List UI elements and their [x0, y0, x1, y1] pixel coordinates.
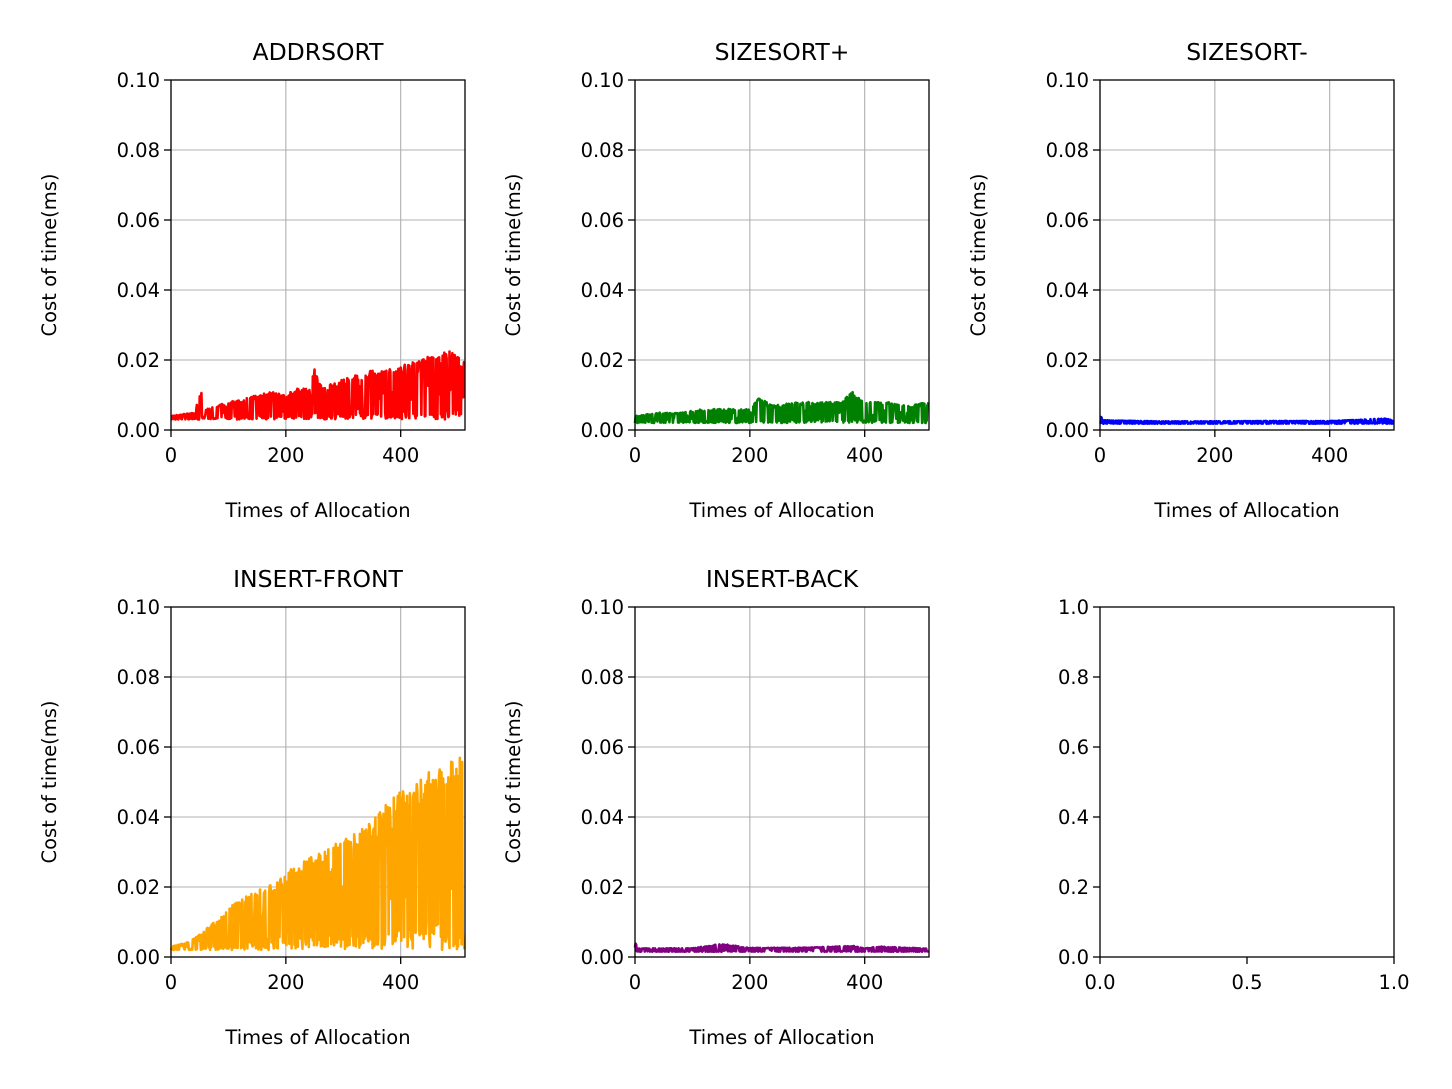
x-tick-label: 200 — [1196, 444, 1233, 467]
y-tick-label: 0.06 — [581, 209, 624, 232]
x-tick-label: 400 — [382, 971, 419, 994]
y-tick-label: 0.08 — [117, 139, 160, 162]
subplot-6: 0.0 0.5 1.0 0.0 0.2 0.4 0.6 0.8 1.0 — [1058, 596, 1410, 994]
x-tick-label: 200 — [267, 971, 304, 994]
y-tick-label: 0.08 — [1046, 139, 1089, 162]
series-line-1 — [170, 350, 466, 421]
series-line-4 — [169, 756, 466, 952]
y-axis-label: Cost of time(ms) — [502, 701, 525, 864]
plot-frame — [1099, 79, 1395, 431]
y-tick-label: 0.08 — [117, 666, 160, 689]
y-tick-label: 0.06 — [1046, 209, 1089, 232]
y-tick-label: 0.06 — [117, 736, 160, 759]
plot-frame — [170, 606, 466, 958]
y-tick-label: 0.00 — [117, 946, 160, 969]
x-tick-label: 400 — [1311, 444, 1348, 467]
y-tick-label: 0.10 — [117, 69, 160, 92]
y-tick-label: 0.02 — [117, 876, 160, 899]
y-tick-label: 0.02 — [1046, 349, 1089, 372]
plot-frame — [170, 79, 466, 431]
plot-frame — [1099, 606, 1395, 958]
subplot-title: SIZESORT+ — [715, 38, 850, 66]
x-tick-label: 0.0 — [1084, 971, 1115, 994]
y-tick-label: 1.0 — [1058, 596, 1089, 619]
plot-frame — [634, 606, 930, 958]
y-axis-label: Cost of time(ms) — [38, 701, 61, 864]
subplot-5: 0 200 400 0.00 0.02 0.04 0.06 0.08 0.10 INSERT-BA… — [502, 565, 930, 1049]
x-axis-label: Times of Allocation — [688, 499, 874, 522]
y-tick-label: 0.02 — [581, 876, 624, 899]
y-tick-label: 0.08 — [581, 666, 624, 689]
y-tick-label: 0.04 — [581, 279, 624, 302]
y-tick-label: 0.10 — [581, 596, 624, 619]
x-tick-label: 0 — [1094, 444, 1106, 467]
y-tick-label: 0.10 — [1046, 69, 1089, 92]
y-tick-label: 0.00 — [1046, 419, 1089, 442]
subplot-4: 0 200 400 0.00 0.02 0.04 0.06 0.08 0.10 INSERT-FR… — [38, 565, 466, 1049]
y-tick-label: 0.04 — [117, 806, 160, 829]
y-tick-label: 0.04 — [1046, 279, 1089, 302]
plot-frame — [634, 79, 930, 431]
series-line-3 — [1099, 415, 1395, 425]
y-tick-label: 0.4 — [1058, 806, 1089, 829]
subplot-title: INSERT-FRONT — [233, 565, 403, 593]
x-tick-label: 0 — [629, 971, 641, 994]
y-tick-label: 0.10 — [117, 596, 160, 619]
y-tick-label: 0.06 — [581, 736, 624, 759]
x-axis-label: Times of Allocation — [688, 1026, 874, 1049]
y-tick-label: 0.10 — [581, 69, 624, 92]
x-tick-label: 0.5 — [1231, 971, 1262, 994]
x-tick-label: 0 — [165, 444, 177, 467]
y-tick-label: 0.06 — [117, 209, 160, 232]
x-tick-label: 200 — [267, 444, 304, 467]
x-tick-label: 200 — [731, 971, 768, 994]
y-tick-label: 0.0 — [1058, 946, 1089, 969]
x-tick-label: 400 — [382, 444, 419, 467]
subplot-1: 0 200 400 0.00 0.02 0.04 0.06 0.08 0.10 ADDRSORT T… — [38, 38, 466, 522]
y-tick-label: 0.04 — [117, 279, 160, 302]
x-tick-label: 0 — [629, 444, 641, 467]
x-tick-label: 400 — [846, 971, 883, 994]
y-tick-label: 0.00 — [581, 419, 624, 442]
y-tick-label: 0.8 — [1058, 666, 1089, 689]
y-axis-label: Cost of time(ms) — [502, 174, 525, 337]
y-tick-label: 0.00 — [581, 946, 624, 969]
series-line-5 — [633, 942, 930, 954]
subplot-3: 0 200 400 0.00 0.02 0.04 0.06 0.08 0.10 SIZESORT-… — [967, 38, 1395, 522]
x-tick-label: 0 — [165, 971, 177, 994]
subplot-title: ADDRSORT — [253, 38, 385, 66]
y-tick-label: 0.2 — [1058, 876, 1089, 899]
y-tick-label: 0.02 — [117, 349, 160, 372]
subplot-2: 0 200 400 0.00 0.02 0.04 0.06 0.08 0.10 SIZESORT+… — [502, 38, 930, 522]
y-axis-label: Cost of time(ms) — [967, 174, 990, 337]
y-tick-label: 0.02 — [581, 349, 624, 372]
y-tick-label: 0.00 — [117, 419, 160, 442]
x-tick-label: 1.0 — [1378, 971, 1409, 994]
x-axis-label: Times of Allocation — [224, 499, 410, 522]
x-tick-label: 400 — [846, 444, 883, 467]
y-axis-label: Cost of time(ms) — [38, 174, 61, 337]
x-axis-label: Times of Allocation — [224, 1026, 410, 1049]
y-tick-label: 0.08 — [581, 139, 624, 162]
y-tick-label: 0.04 — [581, 806, 624, 829]
subplot-title: SIZESORT- — [1186, 38, 1308, 66]
x-tick-label: 200 — [731, 444, 768, 467]
series-line-2 — [633, 390, 930, 425]
x-axis-label: Times of Allocation — [1153, 499, 1339, 522]
subplot-title: INSERT-BACK — [706, 565, 859, 593]
y-tick-label: 0.6 — [1058, 736, 1089, 759]
